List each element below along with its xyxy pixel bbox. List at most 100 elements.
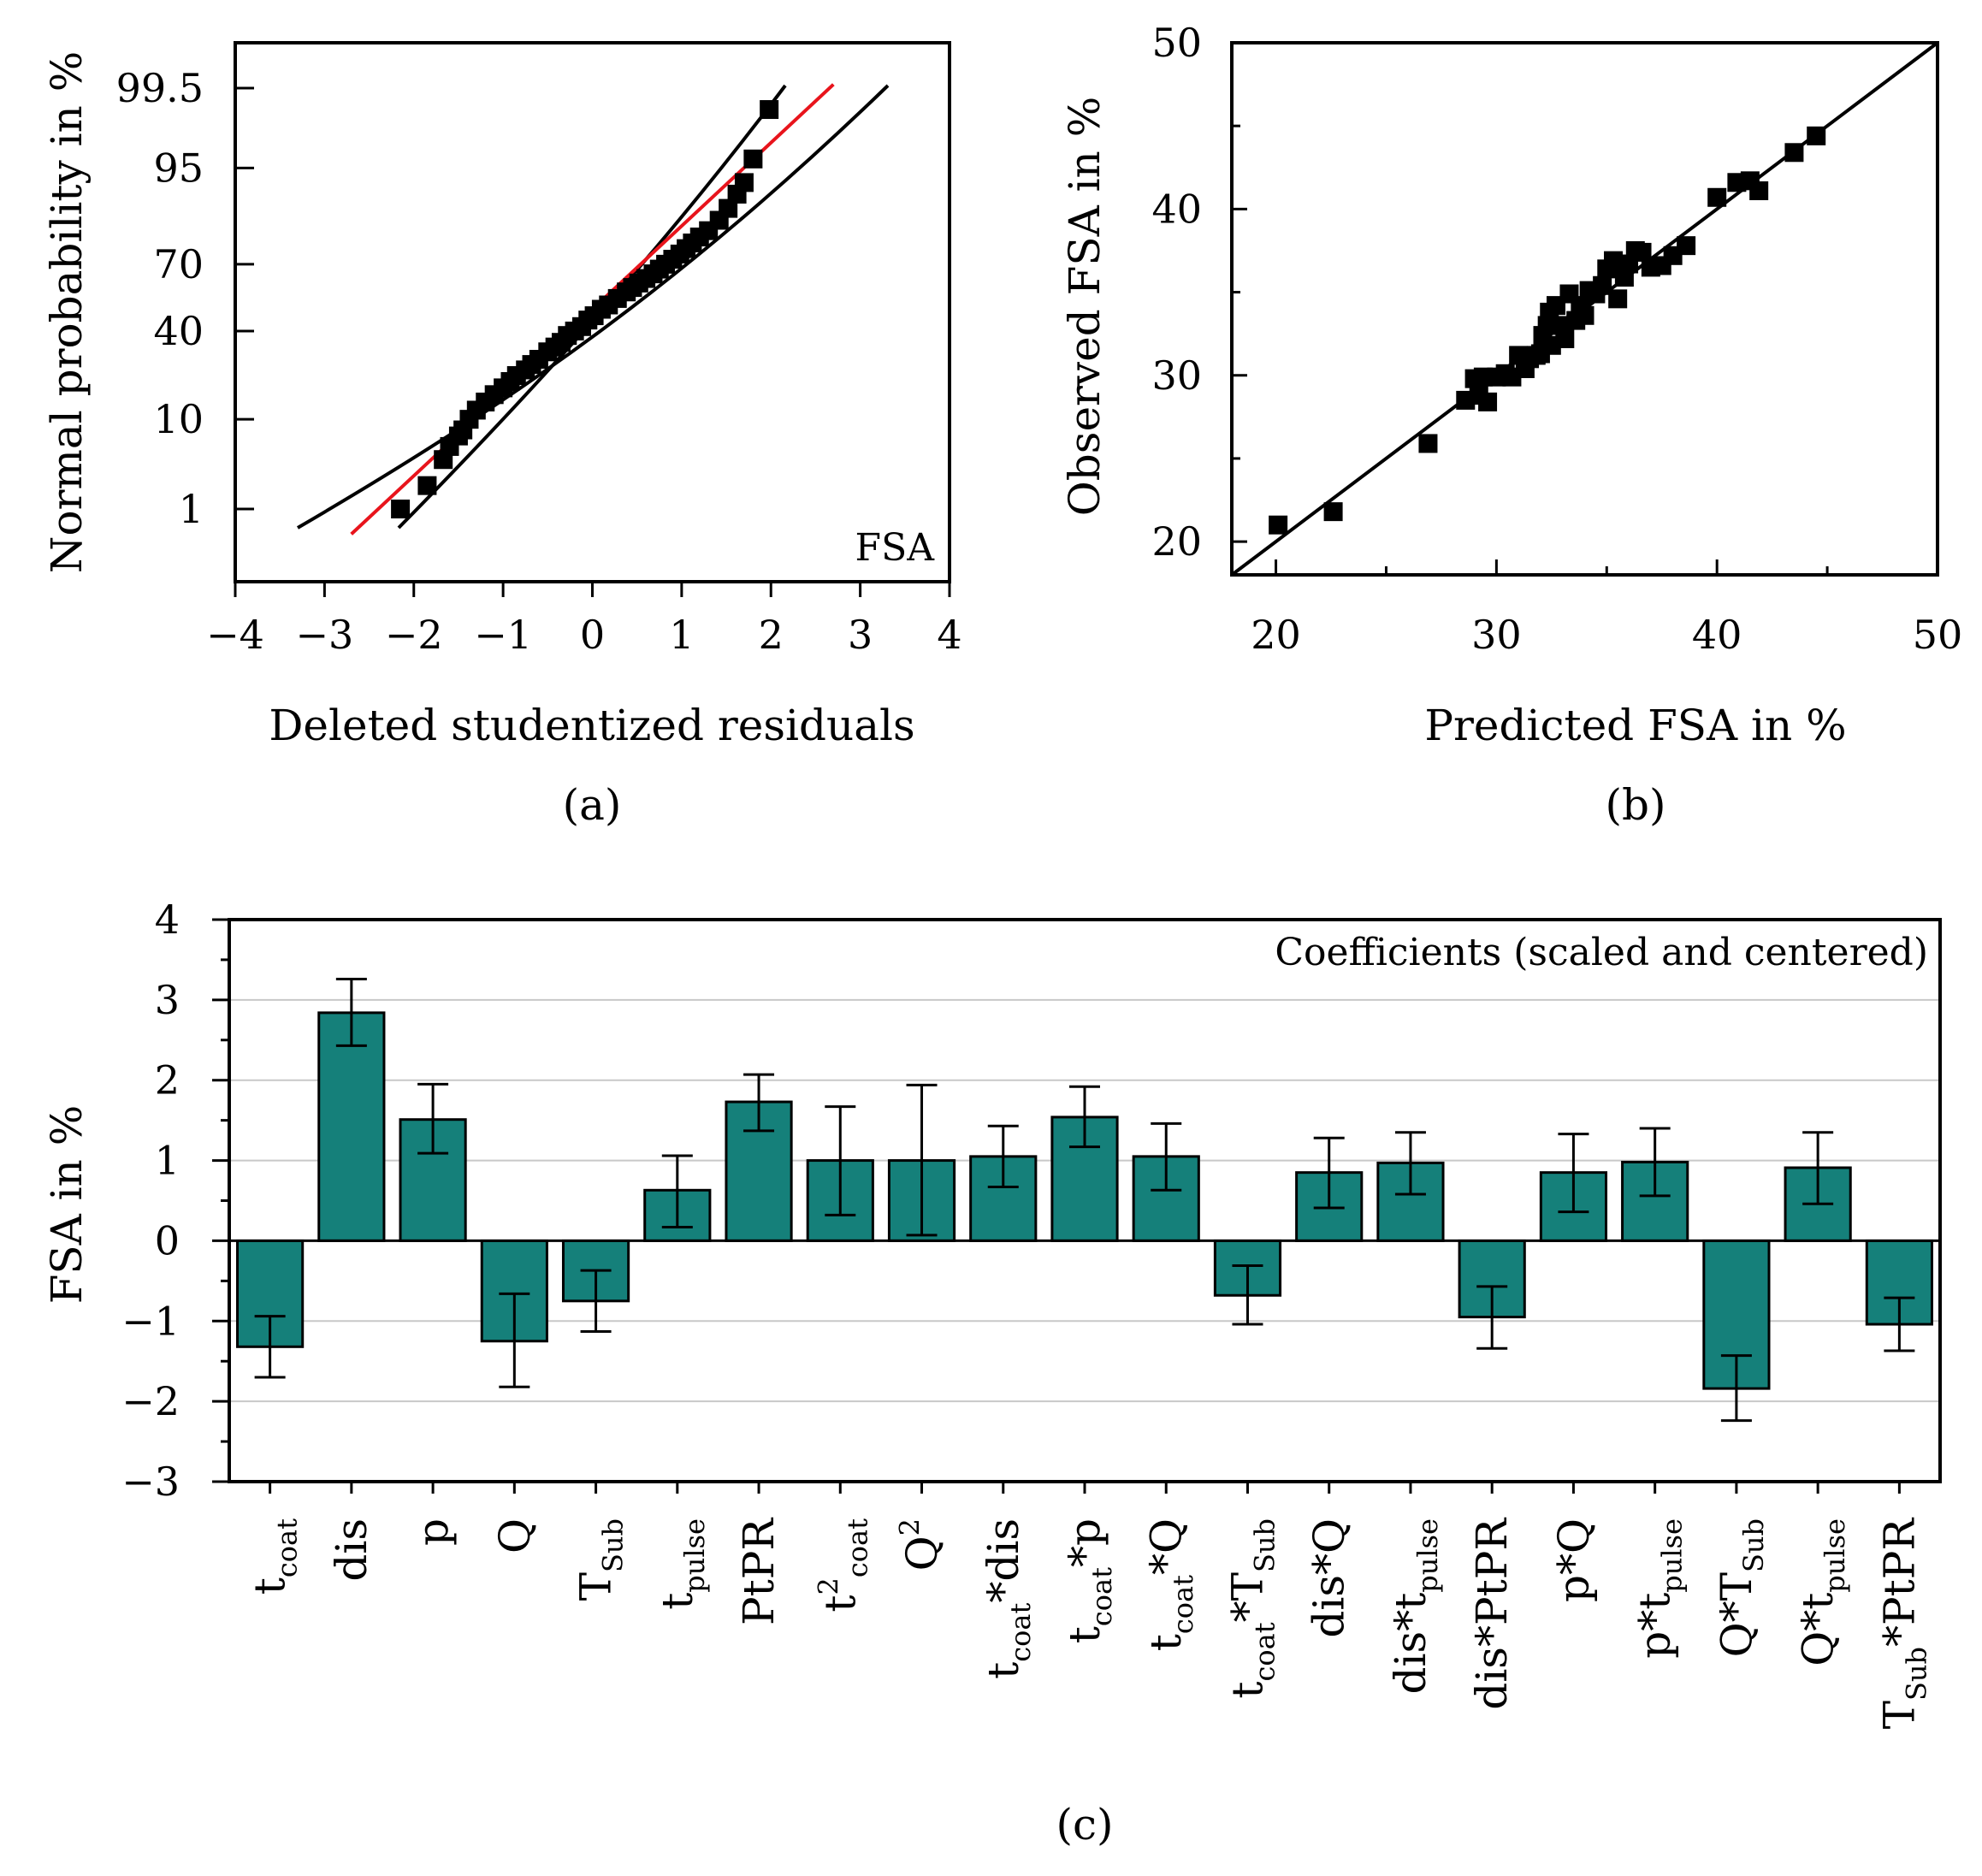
panel-label: (c) xyxy=(1056,1800,1113,1849)
category-label: Q*TSub xyxy=(1712,1518,1770,1657)
data-point xyxy=(1323,502,1343,522)
category-main: T xyxy=(571,1572,621,1601)
category-label: TSub*PtPR xyxy=(1874,1518,1932,1730)
data-point xyxy=(1604,251,1624,270)
category-tail: *T xyxy=(1222,1572,1272,1622)
y-axis-label: Normal probability in % xyxy=(42,51,92,574)
y-tick-label: 1 xyxy=(155,1138,180,1184)
x-tick-label: 0 xyxy=(580,612,605,658)
category-label: dis xyxy=(327,1518,376,1582)
category-main: Q*T xyxy=(1712,1572,1761,1657)
category-label: PtPR xyxy=(734,1518,784,1625)
category-tail: *Q xyxy=(1141,1518,1191,1575)
data-point xyxy=(1575,305,1594,325)
category-main: dis*t xyxy=(1386,1593,1435,1695)
category-label: TSub xyxy=(571,1518,630,1601)
y-tick-label: 3 xyxy=(155,977,180,1023)
y-tick-label: −2 xyxy=(121,1378,180,1424)
category-label: Q2 xyxy=(894,1518,947,1571)
category-main: t xyxy=(1141,1634,1191,1651)
category-main: Q xyxy=(489,1518,539,1553)
category-label: tcoat*Q xyxy=(1141,1518,1199,1651)
category-label: dis*Q xyxy=(1305,1518,1354,1638)
category-main: Q*t xyxy=(1793,1593,1843,1666)
category-label: Q*tpulse xyxy=(1793,1518,1851,1666)
y-tick-label: 20 xyxy=(1151,518,1202,565)
coefficient-bar xyxy=(317,1011,386,1242)
category-subscript: coat xyxy=(841,1518,873,1577)
x-tick-label: −4 xyxy=(206,612,264,658)
category-main: T xyxy=(1874,1701,1924,1729)
y-tick-label: 40 xyxy=(153,308,204,354)
chart-annotation: Coefficients (scaled and centered) xyxy=(1275,931,1928,974)
category-subscript: Sub xyxy=(1900,1647,1932,1701)
data-point xyxy=(1749,180,1769,200)
y-tick-label: 30 xyxy=(1151,352,1202,399)
x-axis-label: Deleted studentized residuals xyxy=(269,701,914,750)
category-main: t xyxy=(246,1577,295,1595)
category-subscript: Sub xyxy=(1248,1518,1281,1572)
y-tick-label: 70 xyxy=(153,241,204,287)
data-point xyxy=(1807,126,1826,145)
y-tick-label: 95 xyxy=(153,145,204,191)
category-label: tcoat*dis xyxy=(979,1518,1037,1679)
category-subscript: pulse xyxy=(678,1518,711,1593)
x-tick-label: −3 xyxy=(295,612,353,658)
data-point xyxy=(1632,242,1652,262)
x-tick-label: 2 xyxy=(759,612,784,658)
y-tick-label: 99.5 xyxy=(116,65,204,111)
panel-label: (b) xyxy=(1605,780,1665,830)
category-main: t xyxy=(653,1593,702,1610)
normal-probability-plot: −4 −3 −2 −1 0 1 2 3 4 1 10 40 70 95 99.5 FSA Deleted stu… xyxy=(42,41,962,830)
data-point xyxy=(1269,515,1288,535)
data-point xyxy=(743,149,763,169)
x-tick-label: 40 xyxy=(1692,612,1742,658)
category-subscript: coat xyxy=(1248,1622,1281,1681)
category-main: dis*PtPR xyxy=(1467,1518,1517,1710)
category-label: tcoat xyxy=(246,1518,304,1595)
category-tail: *PtPR xyxy=(1874,1518,1924,1647)
category-main: PtPR xyxy=(734,1518,784,1625)
category-label: tcoat*p xyxy=(1060,1518,1118,1643)
data-point xyxy=(1555,328,1575,348)
x-axis-label: Predicted FSA in % xyxy=(1424,701,1846,750)
x-tick-label: 30 xyxy=(1471,612,1522,658)
category-subscript: Sub xyxy=(1737,1518,1770,1572)
category-subscript: coat xyxy=(1086,1567,1118,1626)
observed-vs-predicted-plot: 20 30 40 50 20 30 40 50 Predicted FSA in % Observ… xyxy=(1060,20,1962,830)
category-label: dis*tpulse xyxy=(1386,1518,1444,1694)
category-label: tpulse xyxy=(653,1518,711,1610)
category-label: p xyxy=(408,1518,458,1546)
x-tick-label: 50 xyxy=(1913,612,1963,658)
y-tick-label: 2 xyxy=(155,1057,180,1104)
data-point xyxy=(1677,236,1696,256)
data-point xyxy=(1707,187,1727,207)
y-tick-label: 0 xyxy=(155,1217,180,1263)
category-subscript: pulse xyxy=(1819,1518,1851,1593)
category-superscript: 2 xyxy=(894,1518,926,1536)
chart-annotation: FSA xyxy=(855,526,936,570)
category-label: p*tpulse xyxy=(1630,1518,1689,1659)
data-point xyxy=(417,476,437,495)
category-label: t2coat xyxy=(812,1518,873,1613)
category-main: t xyxy=(1060,1626,1109,1643)
y-tick-label: −3 xyxy=(121,1459,180,1505)
x-tick-label: 3 xyxy=(848,612,873,658)
y-tick-label: 40 xyxy=(1151,186,1202,232)
data-point xyxy=(1593,275,1612,295)
y-tick-label: −1 xyxy=(121,1298,180,1344)
category-subscript: pulse xyxy=(1411,1518,1444,1593)
category-subscript: coat xyxy=(1167,1575,1199,1634)
category-label: tcoat*TSub xyxy=(1222,1518,1281,1699)
category-main: p*Q xyxy=(1548,1518,1598,1602)
category-main: dis xyxy=(327,1518,376,1582)
category-subscript: pulse xyxy=(1656,1518,1689,1593)
upper-confidence-bound xyxy=(296,84,890,530)
y-tick-label: 4 xyxy=(155,897,180,943)
data-point xyxy=(1608,289,1628,309)
category-subscript: coat xyxy=(271,1518,304,1577)
y-tick-label: 1 xyxy=(179,486,204,532)
x-tick-label: −2 xyxy=(385,612,443,658)
data-point xyxy=(391,500,411,518)
